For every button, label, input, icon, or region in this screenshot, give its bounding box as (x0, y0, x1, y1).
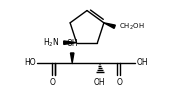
Text: OH: OH (66, 39, 78, 48)
Polygon shape (64, 41, 77, 44)
Text: OH: OH (94, 78, 106, 87)
Polygon shape (70, 53, 74, 63)
Text: $\mathsf{H_2N}$: $\mathsf{H_2N}$ (43, 36, 60, 49)
Text: $\mathsf{CH_2OH}$: $\mathsf{CH_2OH}$ (119, 22, 144, 32)
Text: O: O (50, 78, 56, 87)
Polygon shape (104, 23, 115, 28)
Text: HO: HO (24, 58, 36, 67)
Text: OH: OH (136, 58, 148, 67)
Text: O: O (117, 78, 122, 87)
